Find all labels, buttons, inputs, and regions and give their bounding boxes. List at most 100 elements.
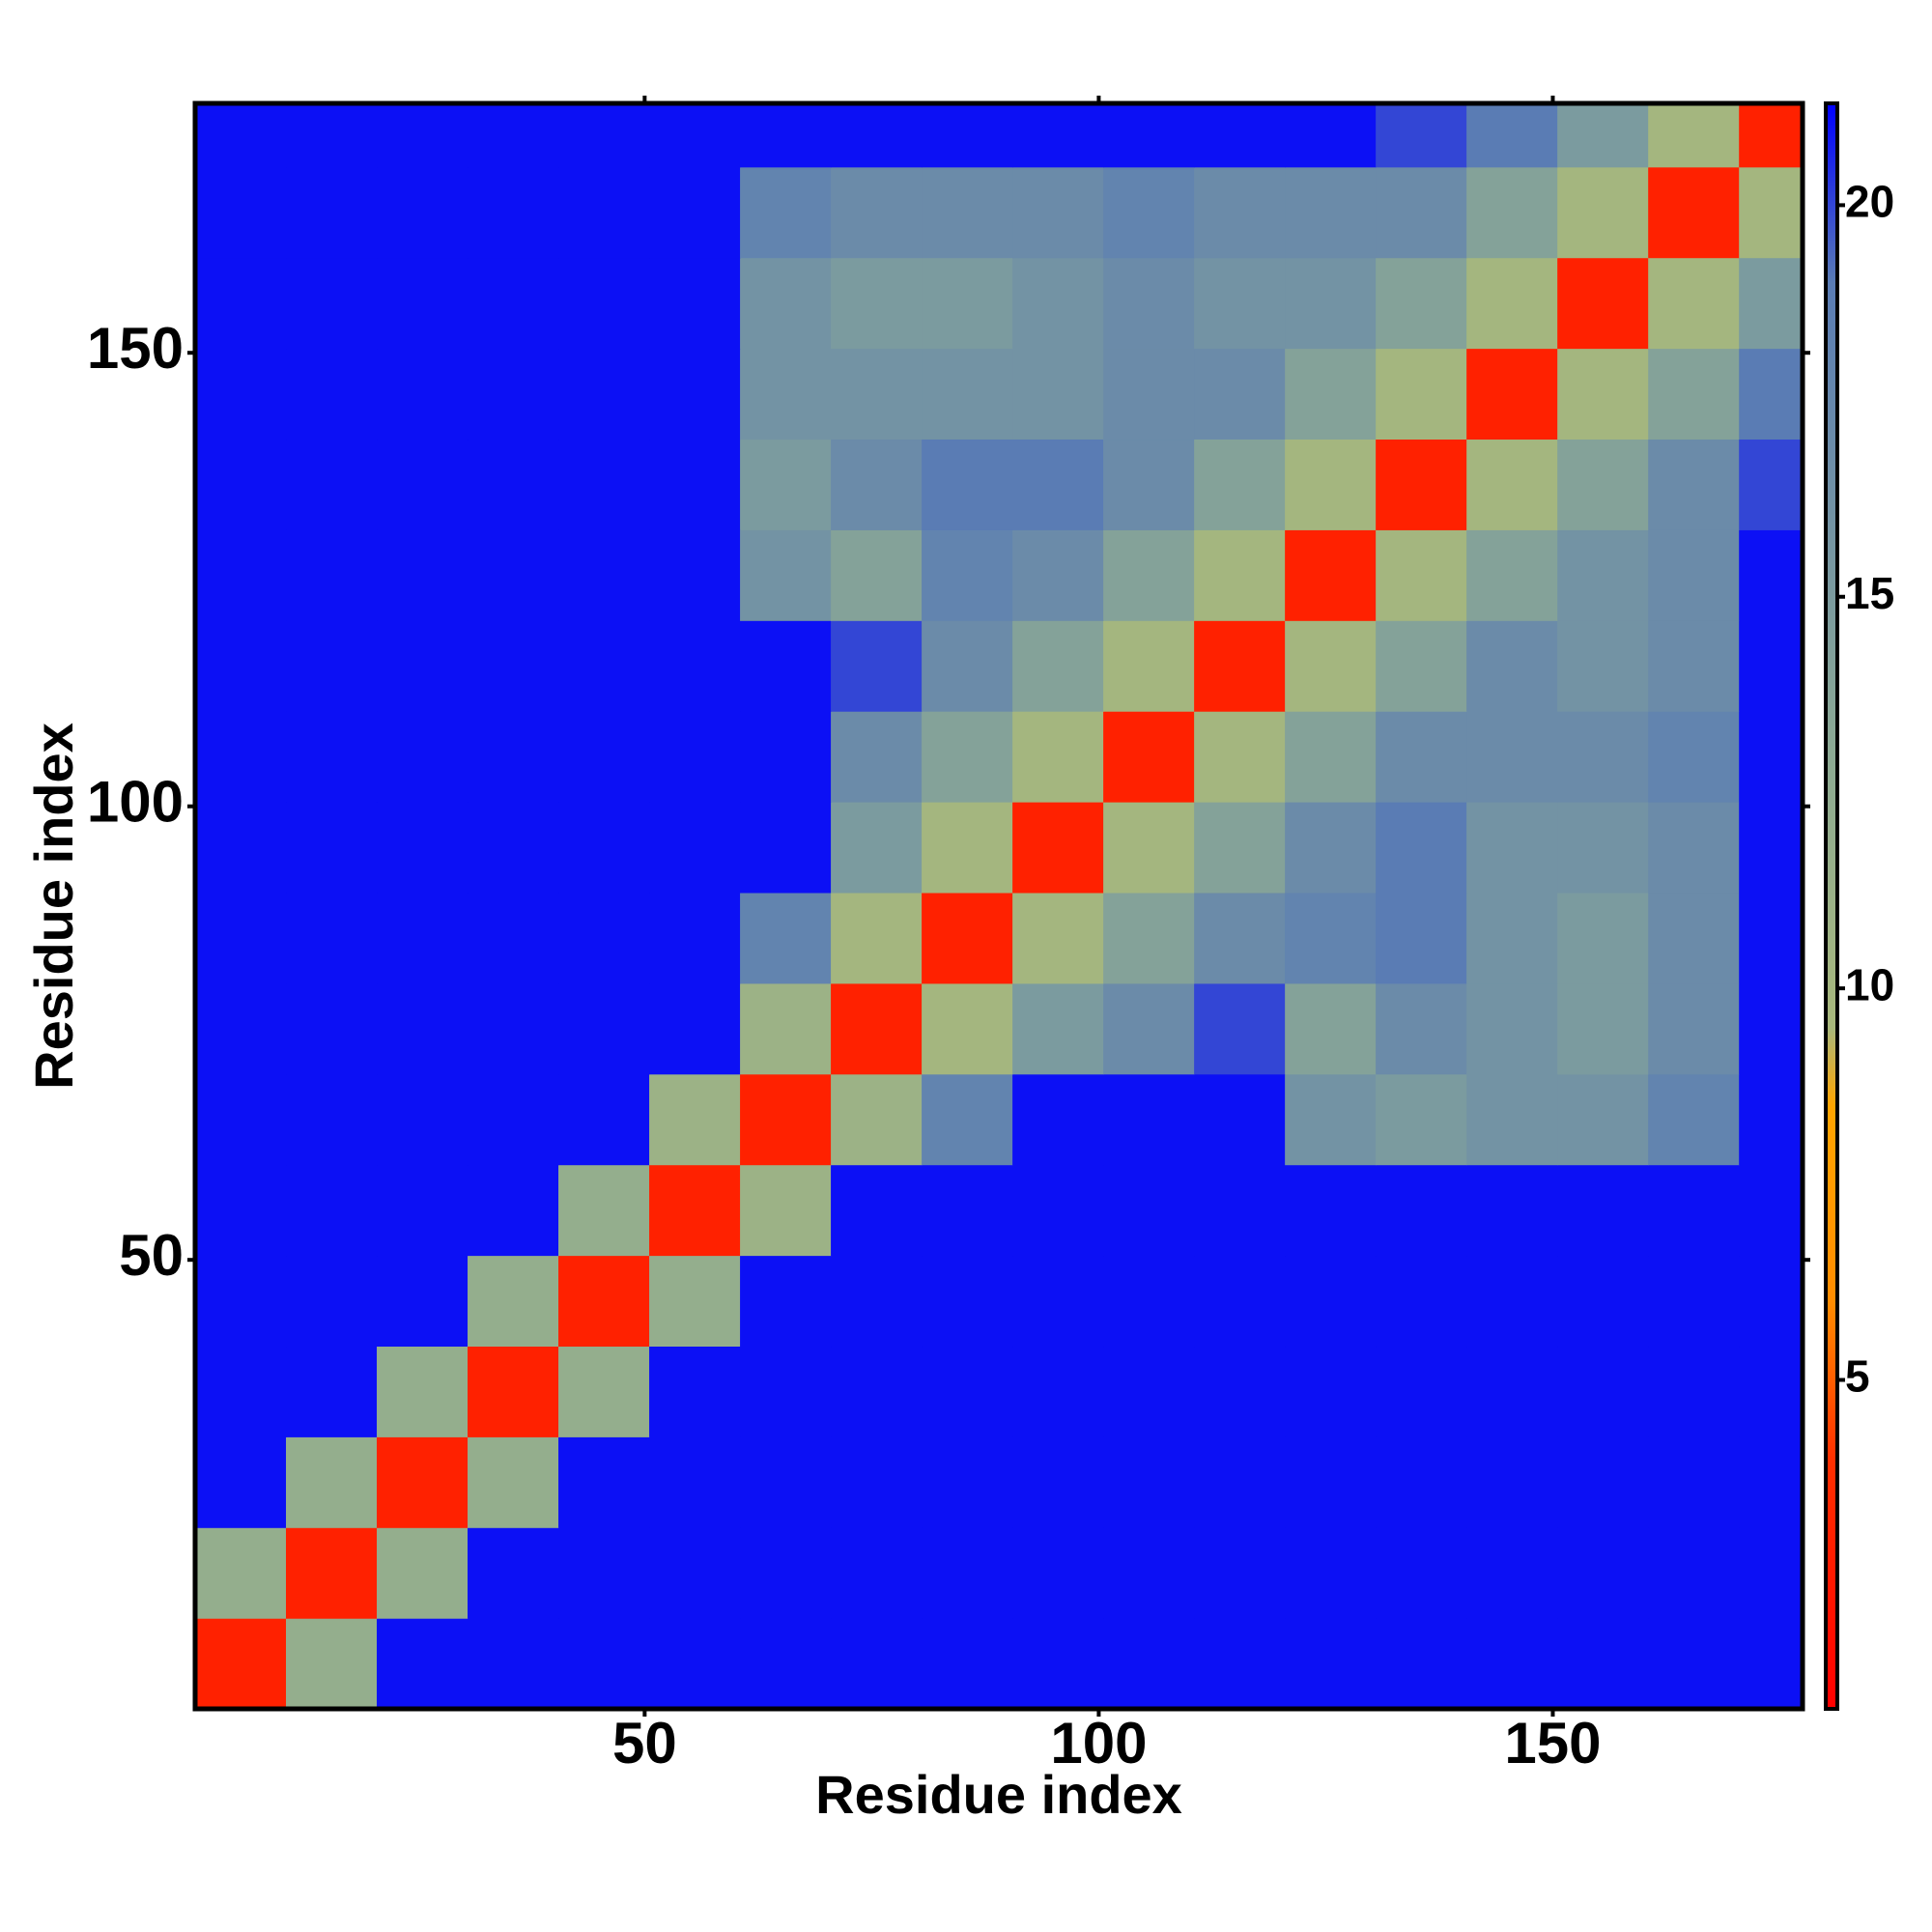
heatmap-cell — [286, 348, 378, 440]
heatmap-cell — [1557, 103, 1649, 168]
heatmap-cell — [468, 439, 559, 530]
heatmap-cell — [740, 892, 832, 984]
heatmap-cell — [1103, 257, 1195, 350]
heatmap-cell — [922, 1073, 1013, 1166]
heatmap-cell — [649, 711, 741, 803]
heatmap-cell — [649, 529, 741, 621]
heatmap-cell — [1557, 1346, 1649, 1437]
heatmap-cell — [1376, 982, 1467, 1075]
heatmap-cell — [1466, 529, 1558, 621]
heatmap-cell — [831, 711, 923, 803]
heatmap-cell — [1376, 166, 1467, 259]
heatmap-cell — [377, 348, 469, 440]
heatmap-cell — [558, 529, 650, 621]
heatmap-cell — [1012, 1255, 1104, 1348]
heatmap-cell — [286, 892, 378, 984]
heatmap-cell — [286, 620, 378, 712]
heatmap-cell — [740, 529, 832, 621]
heatmap-cell — [740, 711, 832, 803]
heatmap-cell — [1648, 802, 1740, 894]
heatmap-cell — [195, 1346, 287, 1437]
heatmap-cell — [195, 1255, 287, 1348]
heatmap-cell — [1285, 1527, 1377, 1619]
heatmap-cell — [195, 166, 287, 259]
heatmap-cell — [1103, 1164, 1195, 1257]
heatmap-cell — [1194, 166, 1286, 259]
heatmap-cell — [1012, 103, 1104, 168]
heatmap-cell — [740, 348, 832, 440]
heatmap-cell — [1285, 1346, 1377, 1437]
heatmap-cell — [1012, 529, 1104, 621]
heatmap-cell — [1194, 1436, 1286, 1528]
y-tick-label: 100 — [87, 770, 184, 835]
heatmap-cell — [649, 1527, 741, 1619]
heatmap-cell — [558, 257, 650, 350]
heatmap-cell — [740, 802, 832, 894]
heatmap-cell — [831, 348, 923, 440]
heatmap-cell — [1648, 892, 1740, 984]
heatmap-cell — [195, 1527, 287, 1619]
heatmap-cell — [468, 1255, 559, 1348]
x-tick-label: 50 — [612, 1711, 677, 1776]
heatmap-cell — [1376, 1436, 1467, 1528]
heatmap-cell — [831, 1255, 923, 1348]
heatmap-cell — [831, 892, 923, 984]
heatmap-cell — [286, 1436, 378, 1528]
heatmap-cell — [1194, 1527, 1286, 1619]
heatmap-cell — [1012, 802, 1104, 894]
heatmap-cell — [286, 439, 378, 530]
heatmap-cell — [1103, 166, 1195, 259]
heatmap-cell — [468, 1618, 559, 1710]
heatmap-cell — [1103, 982, 1195, 1075]
heatmap-cell — [1194, 529, 1286, 621]
heatmap-cell — [922, 1255, 1013, 1348]
heatmap-cell — [1648, 1164, 1740, 1257]
heatmap-cell — [1557, 892, 1649, 984]
heatmap-cell — [740, 1527, 832, 1619]
x-tick-label: 150 — [1504, 1711, 1601, 1776]
heatmap-cell — [831, 166, 923, 259]
heatmap-cell — [1739, 1527, 1804, 1619]
heatmap-cell — [558, 1346, 650, 1437]
heatmap-cell — [195, 1073, 287, 1166]
heatmap-cell — [1466, 711, 1558, 803]
heatmap-cell — [558, 348, 650, 440]
heatmap-cell — [1557, 711, 1649, 803]
heatmap-cell — [922, 166, 1013, 259]
heatmap-cell — [1194, 1255, 1286, 1348]
heatmap-cell — [1466, 1164, 1558, 1257]
heatmap-cell — [740, 982, 832, 1075]
heatmap-cell — [922, 348, 1013, 440]
heatmap-cell — [1194, 439, 1286, 530]
heatmap-cell — [377, 1618, 469, 1710]
heatmap-cell — [1557, 1436, 1649, 1528]
heatmap-cell — [286, 1618, 378, 1710]
heatmap-cell — [1103, 1346, 1195, 1437]
heatmap-cell — [1103, 620, 1195, 712]
heatmap-cell — [558, 892, 650, 984]
heatmap-cell — [558, 166, 650, 259]
heatmap-cell — [1648, 166, 1740, 259]
heatmap-cell — [1648, 348, 1740, 440]
heatmap-cell — [1557, 802, 1649, 894]
heatmap-cell — [377, 1164, 469, 1257]
heatmap-cell — [1466, 166, 1558, 259]
heatmap-cell — [1648, 1436, 1740, 1528]
heatmap-cell — [1103, 892, 1195, 984]
heatmap-cell — [1376, 439, 1467, 530]
heatmap-cell — [1103, 439, 1195, 530]
heatmap-cell — [1739, 1346, 1804, 1437]
heatmap-cell — [195, 620, 287, 712]
heatmap-cell — [1557, 348, 1649, 440]
heatmap-cell — [1012, 982, 1104, 1075]
heatmap-cell — [1557, 1527, 1649, 1619]
heatmap-cell — [377, 1346, 469, 1437]
heatmap-cell — [377, 892, 469, 984]
heatmap-cell — [922, 1346, 1013, 1437]
heatmap-cell — [922, 711, 1013, 803]
heatmap-cell — [468, 1436, 559, 1528]
heatmap-cell — [558, 1618, 650, 1710]
heatmap-cell — [377, 711, 469, 803]
heatmap-cell — [740, 257, 832, 350]
